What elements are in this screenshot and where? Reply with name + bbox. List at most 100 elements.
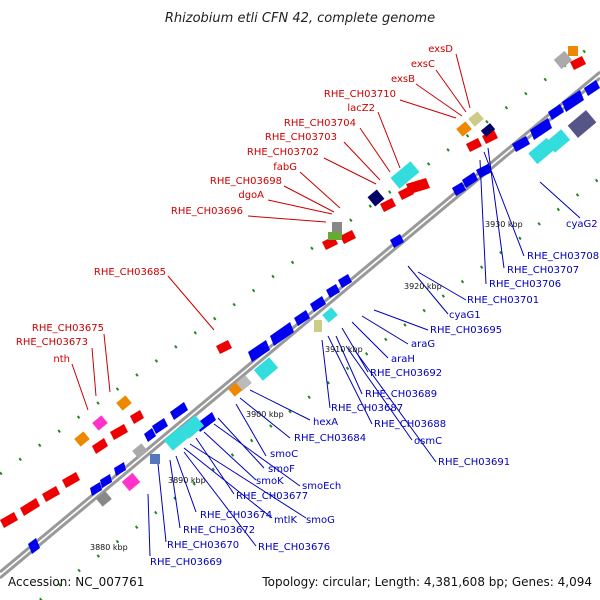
gene-label[interactable]: RHE_CH03701 bbox=[467, 295, 539, 306]
feature-box-cyan[interactable] bbox=[253, 357, 279, 381]
feature-box-grey[interactable] bbox=[96, 491, 112, 507]
gene-label[interactable]: RHE_CH03707 bbox=[507, 265, 579, 276]
gene-label[interactable]: araH bbox=[391, 354, 415, 365]
gene-label[interactable]: RHE_CH03675 bbox=[32, 323, 104, 334]
feature-box-cyan[interactable] bbox=[179, 415, 205, 439]
gene-arrow[interactable] bbox=[562, 90, 584, 112]
gene-label[interactable]: RHE_CH03672 bbox=[183, 525, 255, 536]
feature-box-dark-blue[interactable] bbox=[480, 123, 496, 137]
gene-arrow[interactable] bbox=[144, 428, 156, 442]
gene-arrow[interactable] bbox=[170, 402, 188, 420]
gene-label[interactable]: RHE_CH03695 bbox=[430, 325, 502, 336]
feature-box-olive[interactable] bbox=[314, 320, 322, 332]
gene-arrow[interactable] bbox=[406, 178, 430, 194]
gene-arrow[interactable] bbox=[42, 486, 60, 502]
gene-label[interactable]: exsC bbox=[411, 59, 435, 70]
feature-box-green[interactable] bbox=[328, 232, 342, 240]
gene-label[interactable]: RHE_CH03708 bbox=[527, 251, 599, 262]
gene-label[interactable]: hexA bbox=[313, 417, 338, 428]
gene-arrow[interactable] bbox=[310, 296, 326, 312]
feature-box-cyan[interactable] bbox=[390, 161, 420, 189]
gene-label[interactable]: RHE_CH03696 bbox=[171, 206, 243, 217]
gene-label[interactable]: RHE_CH03689 bbox=[365, 389, 437, 400]
gene-label[interactable]: dgoA bbox=[238, 190, 264, 201]
gene-arrow[interactable] bbox=[548, 104, 564, 120]
gene-label[interactable]: RHE_CH03687 bbox=[331, 403, 403, 414]
feature-box-cyan[interactable] bbox=[545, 129, 571, 153]
gene-label[interactable]: cyaG2 bbox=[566, 219, 598, 230]
gene-arrow[interactable] bbox=[380, 198, 396, 212]
feature-box-dark-blue[interactable] bbox=[367, 189, 385, 207]
gene-arrow[interactable] bbox=[114, 462, 126, 476]
gene-label[interactable]: RHE_CH03691 bbox=[438, 457, 510, 468]
gene-arrow[interactable] bbox=[110, 424, 128, 440]
feature-box-slate[interactable] bbox=[150, 454, 160, 464]
gene-arrow[interactable] bbox=[130, 410, 144, 424]
gene-arrow[interactable] bbox=[476, 164, 492, 178]
gene-label[interactable]: RHE_CH03703 bbox=[265, 132, 337, 143]
gene-label[interactable]: RHE_CH03677 bbox=[236, 491, 308, 502]
gene-label[interactable]: fabG bbox=[273, 162, 297, 173]
gene-arrow[interactable] bbox=[248, 340, 270, 362]
gene-arrow[interactable] bbox=[530, 118, 552, 140]
gene-label[interactable]: RHE_CH03704 bbox=[284, 118, 356, 129]
gene-label[interactable]: smoK bbox=[256, 476, 284, 487]
gene-arrow[interactable] bbox=[90, 482, 102, 496]
gene-arrow[interactable] bbox=[92, 438, 108, 454]
gene-arrow[interactable] bbox=[338, 274, 352, 288]
gene-arrow[interactable] bbox=[512, 136, 530, 152]
gene-label[interactable]: araG bbox=[411, 339, 435, 350]
feature-box-slate[interactable] bbox=[567, 110, 597, 138]
gene-label[interactable]: RHE_CH03674 bbox=[200, 510, 272, 521]
feature-box-cyan[interactable] bbox=[163, 427, 189, 451]
feature-box-grey[interactable] bbox=[132, 443, 148, 459]
feature-box-grey[interactable] bbox=[236, 375, 252, 391]
gene-label[interactable]: RHE_CH03698 bbox=[210, 176, 282, 187]
feature-box-orange[interactable] bbox=[74, 431, 90, 447]
gene-label[interactable]: exsB bbox=[391, 74, 415, 85]
gene-label[interactable]: RHE_CH03673 bbox=[16, 337, 88, 348]
gene-label[interactable]: smoEch bbox=[302, 481, 341, 492]
gene-label[interactable]: osmC bbox=[414, 436, 442, 447]
feature-box-magenta[interactable] bbox=[121, 472, 141, 492]
gene-arrow[interactable] bbox=[462, 172, 478, 188]
gene-arrow[interactable] bbox=[570, 56, 586, 70]
gene-arrow[interactable] bbox=[584, 80, 600, 96]
gene-label[interactable]: smoC bbox=[270, 449, 298, 460]
gene-arrow[interactable] bbox=[216, 340, 232, 354]
gene-arrow[interactable] bbox=[270, 322, 294, 346]
gene-arrow[interactable] bbox=[62, 472, 80, 488]
gene-arrow[interactable] bbox=[20, 498, 40, 516]
gene-arrow[interactable] bbox=[340, 230, 356, 244]
gene-label[interactable]: RHE_CH03685 bbox=[94, 267, 166, 278]
gene-label[interactable]: exsD bbox=[428, 44, 453, 55]
gene-arrow[interactable] bbox=[100, 474, 112, 488]
gene-label[interactable]: RHE_CH03684 bbox=[294, 433, 366, 444]
gene-label[interactable]: RHE_CH03710 bbox=[324, 89, 396, 100]
gene-label[interactable]: cyaG1 bbox=[449, 310, 481, 321]
gene-label[interactable]: RHE_CH03692 bbox=[370, 368, 442, 379]
gene-label[interactable]: RHE_CH03676 bbox=[258, 542, 330, 553]
feature-box-orange[interactable] bbox=[116, 395, 132, 411]
gene-label[interactable]: RHE_CH03670 bbox=[167, 540, 239, 551]
gene-arrow[interactable] bbox=[294, 310, 310, 326]
gene-label[interactable]: mtlK bbox=[274, 515, 297, 526]
gene-label[interactable]: RHE_CH03688 bbox=[374, 419, 446, 430]
feature-box-magenta[interactable] bbox=[92, 415, 108, 431]
gene-arrow[interactable] bbox=[452, 182, 466, 196]
gene-arrow[interactable] bbox=[390, 234, 404, 248]
feature-box-grey[interactable] bbox=[332, 222, 342, 232]
gene-arrow[interactable] bbox=[482, 130, 498, 144]
gene-label[interactable]: RHE_CH03702 bbox=[247, 147, 319, 158]
gene-label[interactable]: smoF bbox=[268, 464, 295, 475]
feature-box-grey[interactable] bbox=[553, 50, 573, 70]
gene-label[interactable]: lacZ2 bbox=[347, 103, 375, 114]
gene-arrow[interactable] bbox=[152, 418, 168, 434]
gene-label[interactable]: smoG bbox=[306, 515, 335, 526]
gene-arrow[interactable] bbox=[0, 512, 18, 528]
gene-arrow[interactable] bbox=[466, 138, 482, 152]
feature-box-orange[interactable] bbox=[456, 121, 472, 137]
feature-box-olive[interactable] bbox=[468, 111, 484, 127]
gene-arrow[interactable] bbox=[326, 284, 340, 298]
gene-label[interactable]: RHE_CH03669 bbox=[150, 557, 222, 568]
